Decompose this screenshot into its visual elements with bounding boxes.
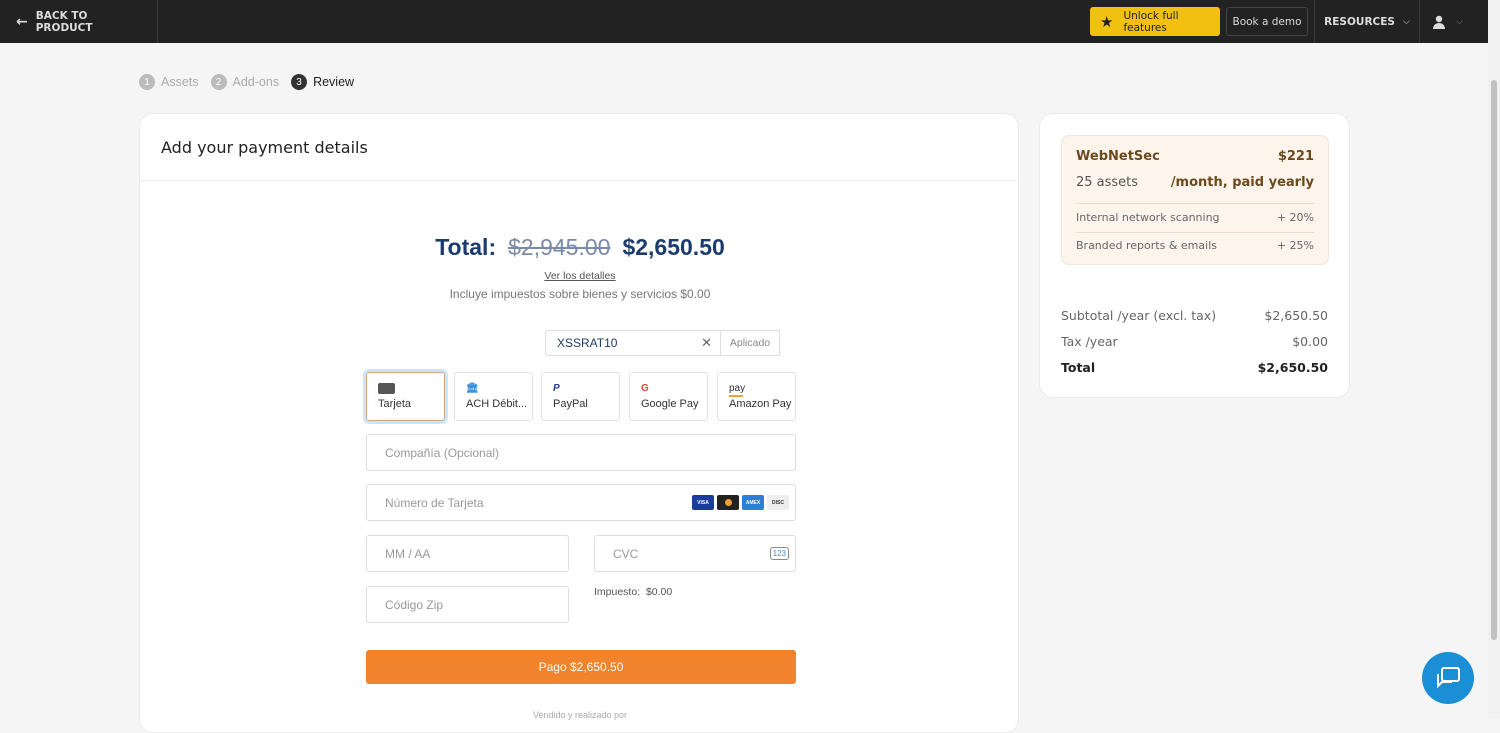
addon-name: Internal network scanning xyxy=(1076,211,1220,224)
chevron-down-icon: ⌵ xyxy=(1402,16,1410,27)
visa-icon: VISA xyxy=(692,495,714,510)
tax-label: Impuesto: xyxy=(594,586,641,598)
stepper: 1 Assets 2 Add-ons 3 Review xyxy=(139,74,354,90)
company-input[interactable]: Compañía (Opcional) xyxy=(366,434,796,471)
total-value: $2,650.50 xyxy=(1257,360,1328,375)
plan-name: WebNetSec xyxy=(1076,149,1160,164)
scrollbar[interactable] xyxy=(1488,0,1500,718)
subtotal-value: $2,650.50 xyxy=(1264,308,1328,323)
amex-icon: AMEX xyxy=(742,495,764,510)
divider xyxy=(1076,203,1314,204)
method-label: Amazon Pay xyxy=(729,398,792,410)
method-label: PayPal xyxy=(553,398,588,410)
zip-input[interactable]: Código Zip xyxy=(366,586,569,623)
plan-period: /month, paid yearly xyxy=(1170,175,1314,190)
scrollbar-thumb[interactable] xyxy=(1491,80,1497,640)
order-summary: WebNetSec $221 25 assets/month, paid year… xyxy=(1039,113,1350,398)
unlock-label: Unlock full features xyxy=(1123,9,1179,34)
method-label: Tarjeta xyxy=(378,398,412,410)
method-ach[interactable]: 🏛 ACH Débit... xyxy=(454,372,533,421)
back-label: BACK TO PRODUCT xyxy=(35,9,93,34)
coupon-input[interactable]: XSSRAT10 ✕ xyxy=(545,330,721,356)
pay-button[interactable]: Pago $2,650.50 xyxy=(366,650,796,684)
addon-name: Branded reports & emails xyxy=(1076,239,1217,252)
sold-by-text: Vendido y realizado por xyxy=(532,710,628,720)
method-label: Google Pay xyxy=(641,398,699,410)
tax-value: $0.00 xyxy=(1292,334,1328,349)
back-to-product-link[interactable]: ← BACK TO PRODUCT xyxy=(16,0,158,43)
step-number: 3 xyxy=(291,74,308,90)
view-details-link[interactable]: Ver los detalles xyxy=(544,270,616,282)
card-placeholder: Número de Tarjeta xyxy=(385,495,484,510)
arrow-left-icon: ← xyxy=(16,13,28,30)
mastercard-icon xyxy=(717,495,739,510)
total-label: Total: xyxy=(435,234,497,260)
resources-label: RESOURCES xyxy=(1324,15,1395,28)
tax-value: $0.00 xyxy=(645,586,673,598)
tax-label: Tax /year xyxy=(1061,334,1118,349)
total-label: Total xyxy=(1061,360,1096,375)
book-demo-button[interactable]: Book a demo xyxy=(1226,7,1308,36)
subtotal-label: Subtotal /year (excl. tax) xyxy=(1061,308,1217,323)
step-label: Assets xyxy=(161,75,199,89)
addon-value: + 20% xyxy=(1276,211,1314,224)
old-price: $2,945.00 xyxy=(508,234,611,260)
page-title: Add your payment details xyxy=(161,138,368,157)
payment-card: Add your payment details Total: $2,945.00… xyxy=(139,113,1019,733)
cvc-placeholder: CVC xyxy=(613,546,639,561)
expiry-input[interactable]: MM / AA xyxy=(366,535,569,572)
bank-icon: 🏛 xyxy=(466,383,479,394)
chat-button[interactable] xyxy=(1422,652,1474,704)
method-card[interactable]: Tarjeta xyxy=(366,372,445,421)
method-paypal[interactable]: P PayPal xyxy=(541,372,620,421)
paypal-icon: P xyxy=(553,383,560,394)
method-amazon-pay[interactable]: pay Amazon Pay xyxy=(717,372,796,421)
credit-card-icon xyxy=(378,383,444,397)
divider xyxy=(1076,232,1314,233)
tax-line: Impuesto: $0.00 xyxy=(594,586,672,598)
close-icon[interactable]: ✕ xyxy=(701,335,712,350)
step-number: 1 xyxy=(139,74,155,90)
method-google-pay[interactable]: G Google Pay xyxy=(629,372,708,421)
plan-assets: 25 assets xyxy=(1076,175,1139,190)
discover-icon: DISC xyxy=(767,495,789,510)
user-icon xyxy=(1433,15,1445,29)
method-label: ACH Débit... xyxy=(466,398,528,410)
step-label: Add-ons xyxy=(232,75,280,89)
step-label: Review xyxy=(313,75,355,89)
total-line: Total: $2,945.00 $2,650.50 xyxy=(140,234,1020,261)
top-bar: ← BACK TO PRODUCT ★ Unlock full features B… xyxy=(0,0,1488,43)
google-icon: G xyxy=(641,383,649,394)
divider xyxy=(140,180,1018,181)
total-row: Total $2,650.50 xyxy=(1061,360,1328,375)
tax-row: Tax /year $0.00 xyxy=(1061,334,1328,349)
resources-menu[interactable]: RESOURCES ⌵ xyxy=(1314,0,1420,43)
star-icon: ★ xyxy=(1100,12,1114,31)
chevron-down-icon: ⌵ xyxy=(1456,16,1463,27)
tax-note: Incluye impuestos sobre bienes y servici… xyxy=(449,287,711,301)
user-menu[interactable]: ⌵ xyxy=(1432,0,1463,43)
unlock-features-button[interactable]: ★ Unlock full features xyxy=(1090,7,1220,36)
coupon-value: XSSRAT10 xyxy=(557,336,618,350)
plan-price: $221 xyxy=(1277,149,1314,164)
chat-icon xyxy=(1437,667,1460,689)
applied-button[interactable]: Aplicado xyxy=(721,330,780,356)
step-number: 2 xyxy=(210,74,227,90)
amazon-pay-icon: pay xyxy=(729,383,745,397)
step-assets[interactable]: 1 Assets xyxy=(139,74,199,90)
cvc-icon: 123 xyxy=(769,547,789,560)
card-number-input[interactable]: Número de Tarjeta VISA AMEX DISC xyxy=(366,484,796,521)
card-brands: VISA AMEX DISC xyxy=(692,495,789,510)
new-price: $2,650.50 xyxy=(622,234,725,260)
addon-value: + 25% xyxy=(1276,239,1314,252)
plan-box: WebNetSec $221 25 assets/month, paid year… xyxy=(1061,135,1329,265)
subtotal-row: Subtotal /year (excl. tax) $2,650.50 xyxy=(1061,308,1328,323)
step-add-ons[interactable]: 2 Add-ons xyxy=(210,74,280,90)
step-review[interactable]: 3 Review xyxy=(291,74,354,90)
cvc-input[interactable]: CVC 123 xyxy=(594,535,796,572)
